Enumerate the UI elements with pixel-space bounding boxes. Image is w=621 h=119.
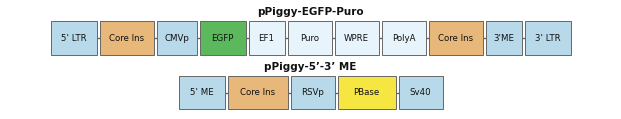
Text: Puro: Puro [300,34,319,43]
Text: EGFP: EGFP [211,34,233,43]
Bar [525,21,571,55]
Bar [428,21,483,55]
Text: Core Ins: Core Ins [438,34,473,43]
Bar [288,21,332,55]
Bar [381,21,425,55]
Bar [156,21,196,55]
Bar [227,76,288,109]
Text: RSVp: RSVp [301,88,324,97]
Text: PolyA: PolyA [392,34,415,43]
Bar [199,21,245,55]
Text: Sv40: Sv40 [410,88,432,97]
Text: pPiggy-5’-3’ ME: pPiggy-5’-3’ ME [265,62,356,72]
Text: 3' LTR: 3' LTR [535,34,560,43]
Bar [335,21,379,55]
Text: 3'ME: 3'ME [493,34,514,43]
Bar [248,21,284,55]
Text: 5' LTR: 5' LTR [61,34,86,43]
Text: WPRE: WPRE [344,34,369,43]
Text: pPiggy-EGFP-Puro: pPiggy-EGFP-Puro [257,7,364,17]
Bar [399,76,443,109]
Text: Core Ins: Core Ins [109,34,144,43]
Bar [50,21,96,55]
Bar [291,76,335,109]
Text: Core Ins: Core Ins [240,88,275,97]
Bar [178,76,225,109]
Bar [99,21,153,55]
Bar [337,76,396,109]
Text: 5' ME: 5' ME [189,88,214,97]
Bar [486,21,522,55]
Text: CMVp: CMVp [164,34,189,43]
Text: EF1: EF1 [258,34,274,43]
Text: PBase: PBase [353,88,379,97]
